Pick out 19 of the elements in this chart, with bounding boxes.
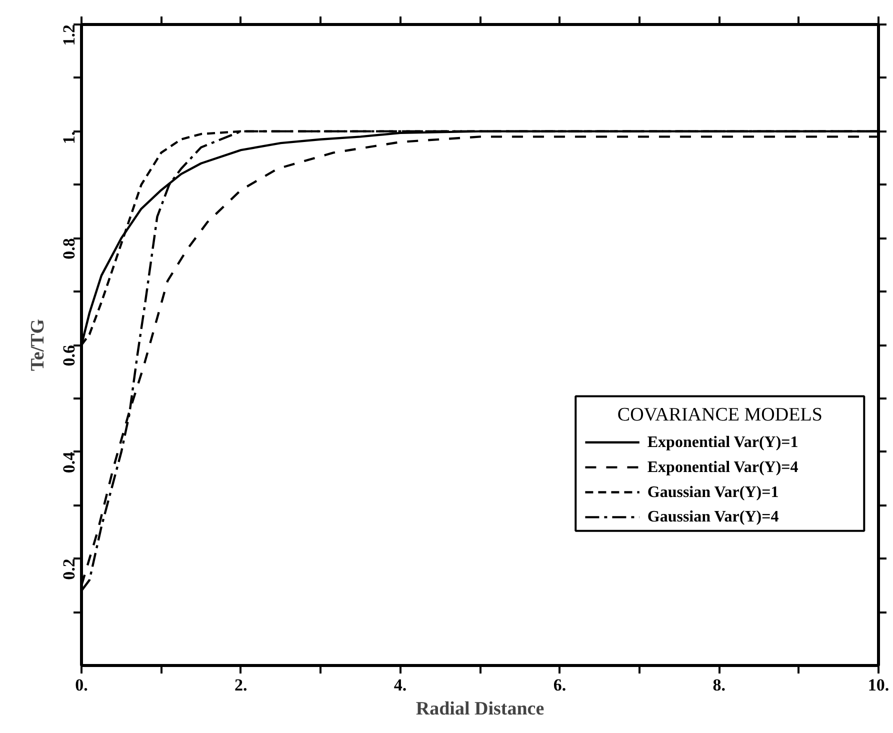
x-tick-label: 2.: [234, 676, 248, 694]
y-tick-label: 0.8: [60, 238, 78, 260]
legend-label: Exponential Var(Y)=4: [647, 458, 798, 476]
x-tick-label: 8.: [712, 676, 726, 694]
y-tick-label: 0.4: [60, 451, 78, 474]
x-axis-title: Radial Distance: [416, 698, 544, 720]
legend-title: COVARIANCE MODELS: [617, 404, 822, 426]
y-axis-title: Te/TG: [28, 318, 48, 372]
legend-label: Exponential Var(Y)=1: [647, 434, 798, 451]
legend-label: Gaussian Var(Y)=4: [647, 508, 779, 526]
x-tick-label: 6.: [553, 676, 566, 694]
y-tick-label: 1.2: [60, 24, 78, 46]
y-tick-label: 0.2: [60, 558, 78, 580]
x-tick-label: 0.: [75, 676, 88, 694]
y-tick-label: 1.: [60, 131, 78, 144]
x-tick-label: 10.: [868, 676, 890, 694]
y-tick-label: 0.6: [60, 345, 78, 366]
legend-label: Gaussian Var(Y)=1: [647, 484, 779, 501]
x-tick-label: 4.: [394, 676, 407, 694]
